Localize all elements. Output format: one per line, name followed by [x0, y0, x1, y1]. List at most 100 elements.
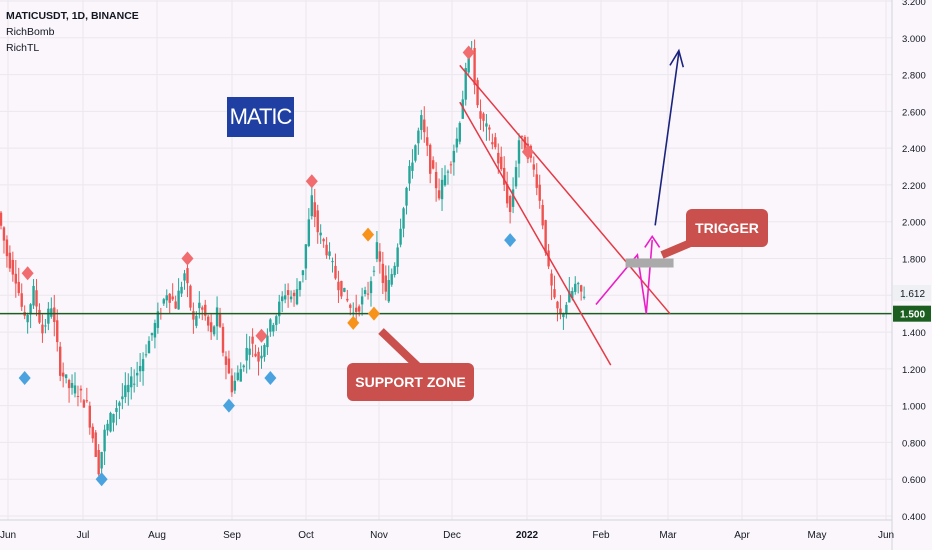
descending-channel [459, 64, 671, 366]
candle-body [248, 348, 251, 355]
candle-body [349, 304, 352, 308]
candle-body [375, 242, 379, 260]
candle-body [141, 359, 145, 372]
candle-body [209, 322, 213, 333]
time-axis[interactable]: Jun Jul Aug Sep Oct Nov Dec 2022 Feb Mar Apr May Jun [0, 530, 894, 541]
candle-body [103, 429, 106, 452]
candle-body [174, 301, 177, 309]
signal-diamond-buy [504, 233, 517, 248]
candle-body [283, 295, 287, 300]
candle-body [150, 333, 154, 336]
candle-body [133, 383, 136, 385]
candle-body [272, 325, 275, 332]
candle-body [334, 265, 337, 279]
candle-body [378, 251, 382, 262]
candle-body [387, 280, 390, 302]
candle-body [251, 336, 254, 344]
price-badges: 1.612 1.500 [893, 285, 931, 322]
candle-body [547, 250, 550, 267]
time-tick-label: Jun [878, 530, 894, 541]
candle-body [35, 290, 38, 307]
candle-body [8, 252, 12, 269]
candle-body [381, 263, 385, 283]
price-axis[interactable]: 3.200 3.000 2.800 2.600 2.400 2.200 2.000 1.800… [902, 0, 926, 523]
matic-label: MATIC [227, 97, 294, 137]
time-tick-label: Nov [370, 530, 388, 541]
candle-body [494, 137, 497, 148]
signal-diamond-orange [347, 315, 360, 330]
candle-body [100, 451, 103, 469]
time-tick-label: Dec [443, 530, 461, 541]
candle-body [263, 345, 266, 357]
candle-body [440, 179, 444, 200]
candle-body [59, 346, 62, 376]
signal-diamond-sell [181, 251, 194, 266]
candle-body [429, 144, 432, 174]
candle-body [553, 289, 556, 298]
candle-body [147, 340, 151, 354]
candle-body [115, 408, 118, 412]
candle-body [408, 165, 411, 184]
candle-body [76, 396, 80, 398]
candle-body [505, 184, 509, 204]
symbol-title[interactable]: MATICUSDT, 1D, BINANCE [6, 10, 139, 22]
candle-body [278, 301, 281, 317]
candle-body [118, 402, 121, 406]
candle-body [275, 316, 278, 325]
price-tick-label: 2.600 [902, 107, 926, 118]
candle-body [245, 347, 248, 361]
candle-body [355, 307, 358, 312]
candle-body [316, 210, 319, 233]
candle-body [366, 293, 370, 295]
candle-body [106, 423, 109, 431]
price-tick-label: 2.200 [902, 181, 926, 192]
candle-body [64, 374, 68, 379]
candle-body [124, 385, 127, 397]
candle-body [121, 396, 124, 400]
projection-path-line [595, 240, 653, 314]
candle-body [204, 304, 207, 316]
candle-body [135, 372, 139, 376]
candle-body [224, 356, 228, 365]
signal-markers [18, 45, 534, 487]
indicator-richbomb[interactable]: RichBomb [6, 26, 55, 38]
candle-body [91, 426, 94, 439]
candle-body [88, 405, 91, 428]
signal-diamond-buy [18, 371, 31, 386]
candle-body [491, 142, 494, 145]
indicator-richtl[interactable]: RichTL [6, 42, 40, 54]
candle-body [328, 251, 331, 256]
candle-body [532, 164, 535, 170]
candle-body [337, 281, 340, 291]
candle-body [257, 351, 260, 362]
candle-body [500, 156, 503, 170]
candle-body [577, 283, 580, 285]
candle-body [236, 372, 239, 380]
candle-body [449, 164, 453, 166]
price-tick-label: 1.200 [902, 365, 926, 376]
candle-body [165, 295, 168, 301]
target-projection-line [654, 52, 680, 226]
candle-body [44, 325, 47, 327]
candle-body [461, 99, 464, 119]
last-price-badge [893, 285, 931, 302]
candle-body [319, 232, 322, 236]
candle-body [112, 414, 115, 423]
candle-body [426, 137, 429, 146]
candle-body [446, 171, 450, 173]
candle-body [56, 320, 59, 343]
signal-diamond-buy [95, 472, 108, 487]
time-tick-label: Oct [298, 530, 314, 541]
candle-body [467, 55, 470, 73]
candle-body [61, 372, 65, 377]
channel-upper-line [459, 64, 671, 315]
candle-body [153, 323, 157, 338]
candle-body [5, 239, 9, 257]
candle-body [215, 307, 219, 327]
candle-body [405, 187, 408, 206]
candle-body [198, 302, 201, 309]
candle-body [47, 308, 50, 324]
candle-body [156, 311, 160, 328]
candle-body [212, 326, 216, 335]
